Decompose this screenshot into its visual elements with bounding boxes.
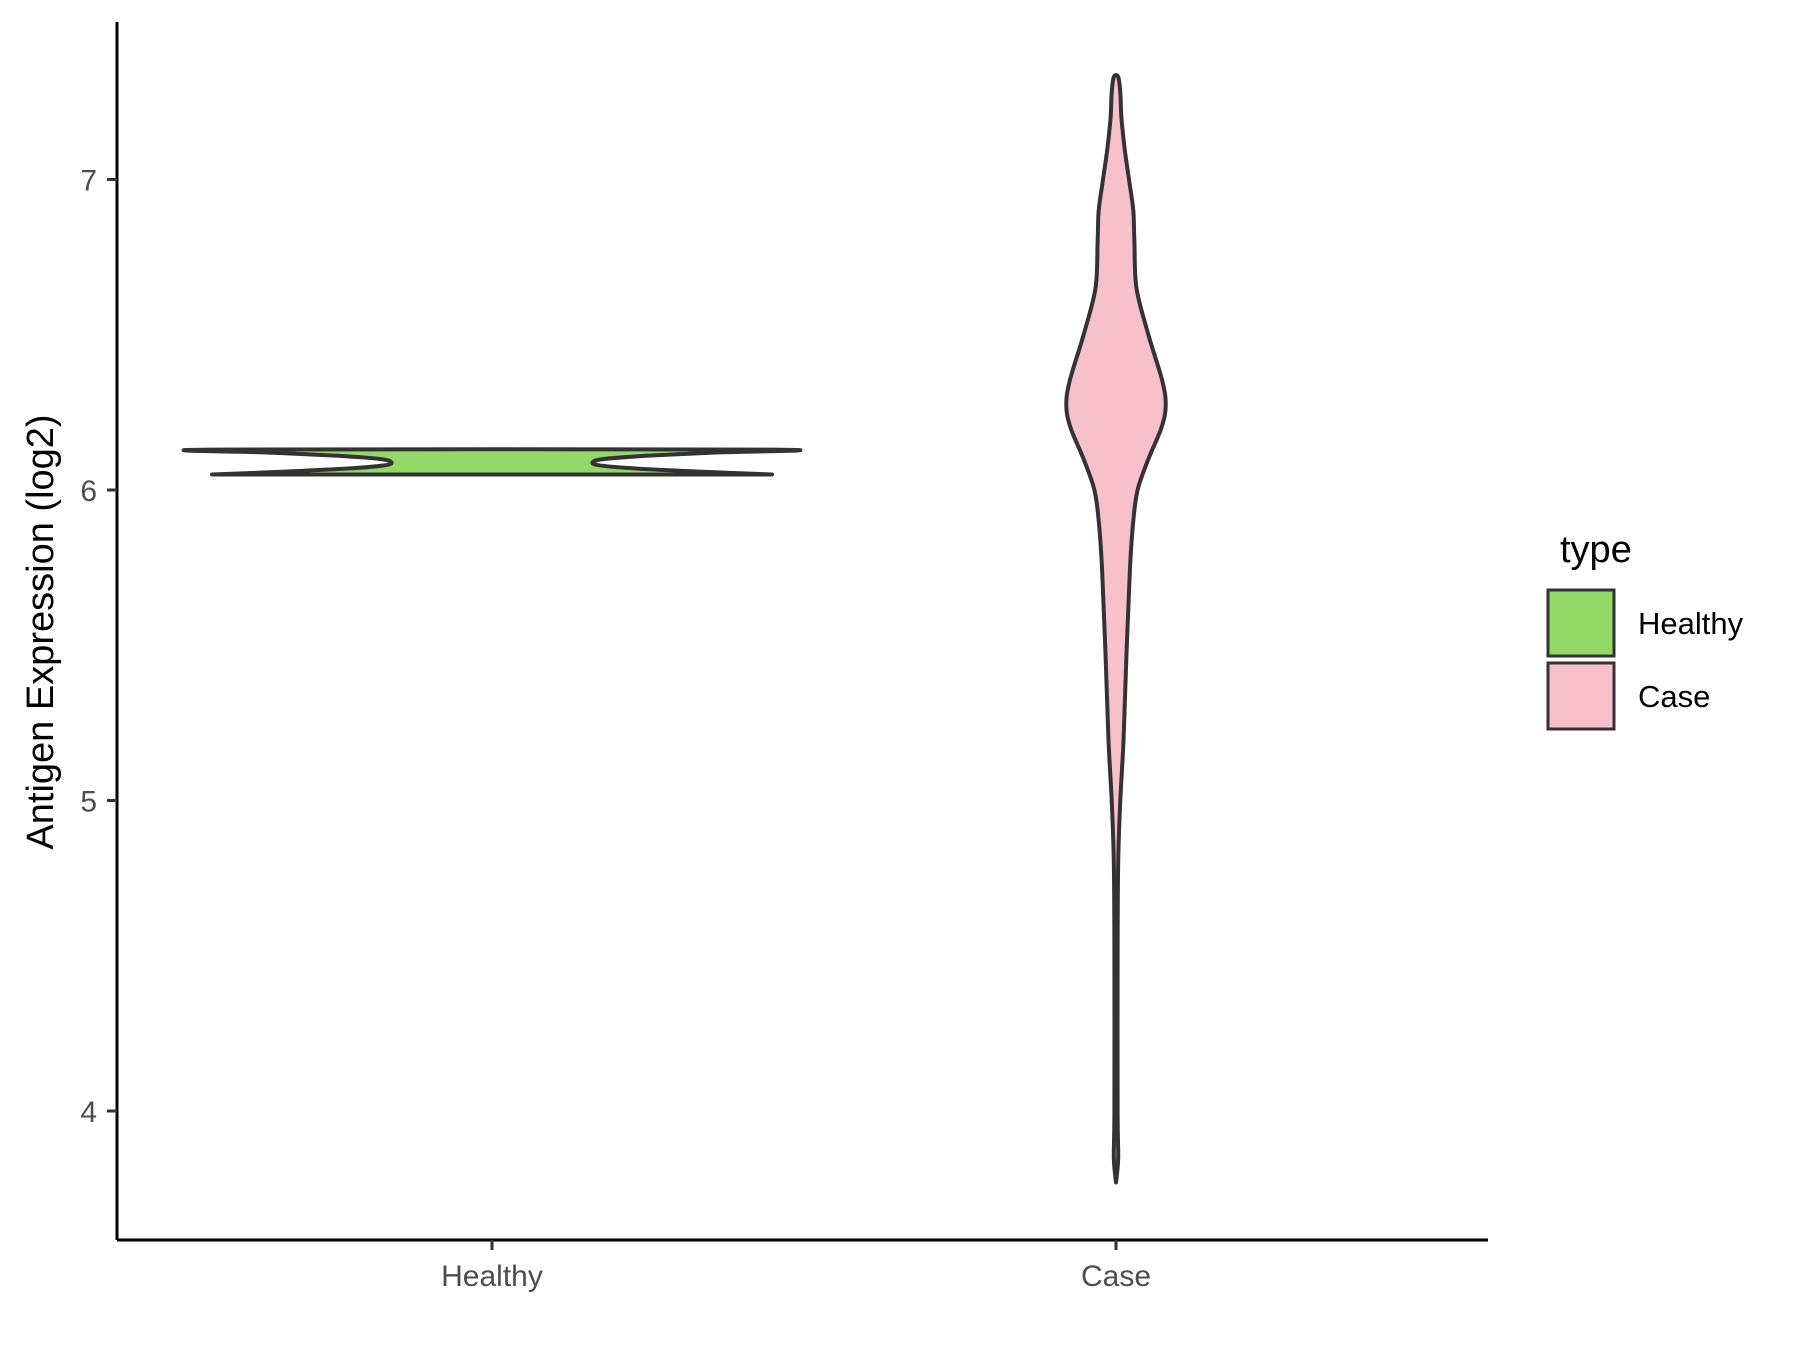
x-tick-label-healthy: Healthy (441, 1260, 543, 1293)
legend-label-healthy: Healthy (1638, 606, 1744, 641)
y-ticks: 4 5 6 7 (80, 165, 117, 1129)
x-ticks: Healthy Case (441, 1240, 1151, 1293)
y-tick-label-7: 7 (80, 165, 97, 198)
y-tick-label-5: 5 (80, 786, 97, 819)
legend-key-healthy (1546, 588, 1616, 658)
y-tick-label-4: 4 (80, 1096, 97, 1129)
violin-case (1064, 73, 1168, 1185)
legend-key-case (1546, 661, 1616, 731)
y-tick-label-6: 6 (80, 475, 97, 508)
y-axis-title: Antigen Expression (log2) (20, 414, 62, 849)
legend-title: type (1560, 529, 1632, 571)
x-tick-label-case: Case (1081, 1260, 1151, 1293)
violins-layer (181, 73, 1168, 1185)
axes-layer (115, 22, 1488, 1242)
legend-label-case: Case (1638, 679, 1710, 714)
violin-healthy (181, 447, 803, 477)
legend: type Healthy Case (1546, 529, 1744, 731)
